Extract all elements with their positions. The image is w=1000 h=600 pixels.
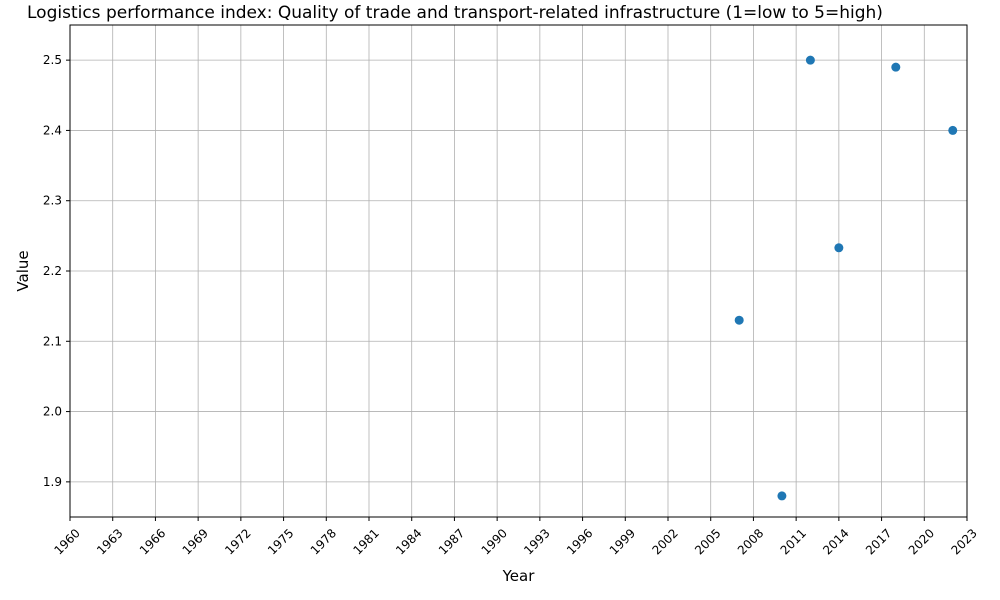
x-tick-label: 2023	[948, 526, 979, 557]
x-tick-label: 2008	[735, 526, 766, 557]
x-tick-label: 2002	[649, 526, 680, 557]
x-tick-label: 1972	[222, 526, 253, 557]
data-point	[734, 315, 744, 325]
x-tick-label: 1966	[137, 526, 168, 557]
data-point	[891, 62, 901, 72]
x-tick-label: 2017	[863, 526, 894, 557]
x-tick-label: 1978	[308, 526, 339, 557]
x-axis-label: Year	[502, 567, 536, 585]
data-point	[805, 55, 815, 65]
x-tick-label: 1987	[436, 526, 467, 557]
y-tick-label: 2.3	[43, 194, 62, 208]
x-tick-label: 1996	[564, 526, 595, 557]
x-tick-label: 1975	[265, 526, 296, 557]
x-axis-ticks: 1960 1963 1966 1969 1972 1975 1978 1981 1984 1987…	[51, 517, 980, 558]
data-point	[777, 491, 787, 501]
y-tick-label: 1.9	[43, 475, 62, 489]
y-tick-label: 2.4	[43, 123, 62, 137]
x-tick-label: 1993	[521, 526, 552, 557]
y-tick-label: 2.1	[43, 334, 62, 348]
x-tick-label: 2011	[778, 526, 809, 557]
y-axis-label: Value	[14, 250, 32, 291]
chart-title: Logistics performance index: Quality of …	[27, 3, 883, 23]
x-tick-label: 1990	[479, 526, 510, 557]
x-tick-label: 1984	[393, 526, 424, 557]
grid	[69, 25, 968, 517]
x-tick-label: 1960	[51, 526, 82, 557]
x-tick-label: 1963	[94, 526, 125, 557]
data-point	[948, 125, 958, 135]
data-points	[734, 55, 958, 501]
y-tick-label: 2.0	[43, 405, 62, 419]
data-point	[834, 243, 844, 253]
y-tick-label: 2.5	[43, 53, 62, 67]
x-tick-label: 2020	[906, 526, 937, 557]
x-tick-label: 1999	[607, 526, 638, 557]
y-axis-ticks: 1.9 2.0 2.1 2.2 2.3 2.4 2.5	[43, 53, 70, 489]
x-tick-label: 2005	[692, 526, 723, 557]
x-tick-label: 1981	[350, 526, 381, 557]
x-tick-label: 2014	[820, 526, 851, 557]
y-tick-label: 2.2	[43, 264, 62, 278]
x-tick-label: 1969	[180, 526, 211, 557]
